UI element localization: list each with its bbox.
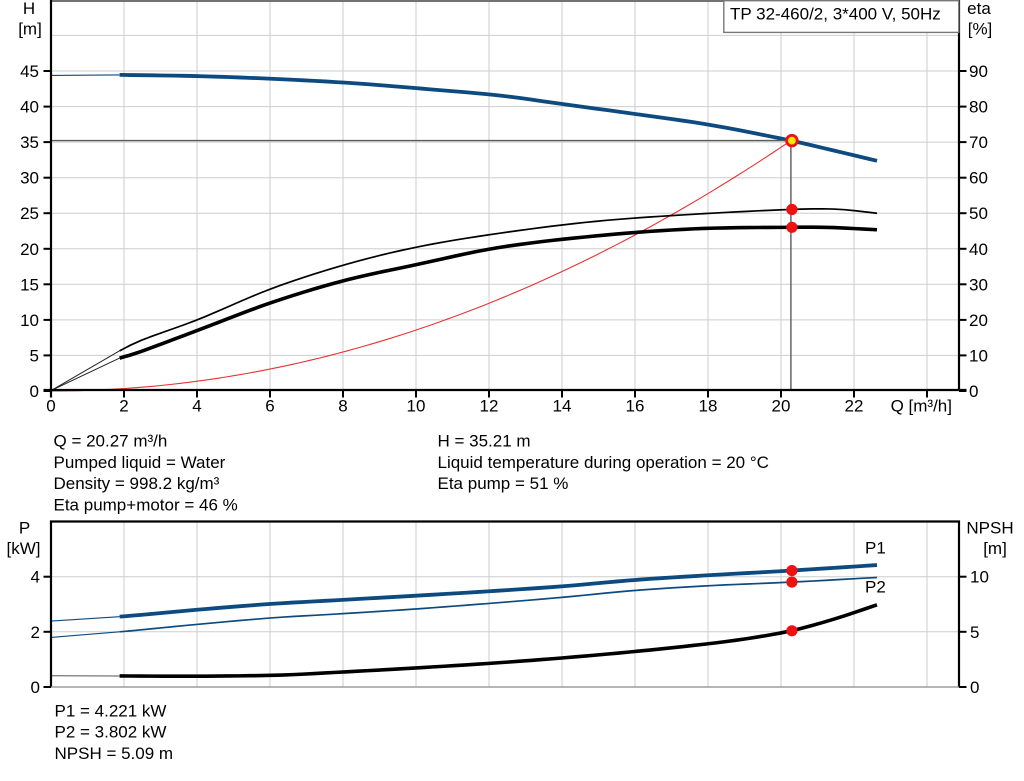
svg-text:Eta pump+motor = 46 %: Eta pump+motor = 46 %: [54, 495, 238, 514]
svg-text:Density = 998.2 kg/m³: Density = 998.2 kg/m³: [54, 474, 220, 493]
svg-text:35: 35: [20, 133, 39, 152]
svg-text:Liquid temperature during oper: Liquid temperature during operation = 20…: [438, 453, 769, 472]
svg-text:0: 0: [969, 382, 978, 401]
svg-text:20: 20: [20, 240, 39, 259]
svg-text:TP 32-460/2, 3*400 V, 50Hz: TP 32-460/2, 3*400 V, 50Hz: [730, 4, 941, 23]
svg-text:10: 10: [970, 568, 989, 587]
svg-text:15: 15: [20, 275, 39, 294]
svg-text:70: 70: [969, 133, 988, 152]
svg-text:0: 0: [30, 382, 39, 401]
svg-text:[kW]: [kW]: [7, 539, 41, 558]
svg-text:90: 90: [969, 62, 988, 81]
svg-text:2: 2: [119, 397, 128, 416]
svg-text:0: 0: [31, 678, 40, 697]
svg-text:H: H: [23, 0, 35, 18]
svg-text:40: 40: [20, 98, 39, 117]
svg-text:Pumped liquid = Water: Pumped liquid = Water: [54, 453, 226, 472]
svg-text:40: 40: [969, 240, 988, 259]
svg-text:10: 10: [407, 397, 426, 416]
svg-text:20: 20: [772, 397, 791, 416]
svg-text:16: 16: [626, 397, 645, 416]
svg-text:Q [m³/h]: Q [m³/h]: [891, 397, 952, 416]
svg-text:12: 12: [480, 397, 499, 416]
svg-text:NPSH = 5.09 m: NPSH = 5.09 m: [55, 744, 174, 763]
svg-text:2: 2: [31, 623, 40, 642]
svg-text:80: 80: [969, 98, 988, 117]
svg-text:P1 = 4.221 kW: P1 = 4.221 kW: [55, 701, 167, 720]
svg-text:45: 45: [20, 62, 39, 81]
svg-text:P2: P2: [865, 578, 886, 597]
svg-text:6: 6: [265, 397, 274, 416]
svg-text:30: 30: [969, 275, 988, 294]
svg-text:[m]: [m]: [18, 20, 42, 39]
svg-text:P2 = 3.802 kW: P2 = 3.802 kW: [55, 723, 167, 742]
svg-text:0: 0: [970, 678, 979, 697]
svg-text:22: 22: [845, 397, 864, 416]
svg-text:10: 10: [969, 346, 988, 365]
svg-text:4: 4: [192, 397, 201, 416]
svg-text:30: 30: [20, 169, 39, 188]
svg-text:14: 14: [553, 397, 572, 416]
svg-text:Q = 20.27 m³/h: Q = 20.27 m³/h: [54, 432, 168, 451]
svg-text:P: P: [19, 519, 30, 538]
svg-text:eta: eta: [967, 0, 991, 18]
svg-text:[m]: [m]: [983, 539, 1007, 558]
svg-text:50: 50: [969, 204, 988, 223]
svg-text:8: 8: [338, 397, 347, 416]
svg-text:Eta pump = 51 %: Eta pump = 51 %: [438, 474, 569, 493]
svg-text:5: 5: [30, 346, 39, 365]
svg-text:H = 35.21 m: H = 35.21 m: [438, 432, 531, 451]
svg-text:NPSH: NPSH: [966, 519, 1013, 538]
svg-text:[%]: [%]: [968, 20, 993, 39]
svg-text:20: 20: [969, 311, 988, 330]
svg-text:25: 25: [20, 204, 39, 223]
svg-text:60: 60: [969, 169, 988, 188]
svg-text:0: 0: [46, 397, 55, 416]
svg-text:5: 5: [970, 623, 979, 642]
svg-text:P1: P1: [865, 539, 886, 558]
svg-text:4: 4: [31, 568, 40, 587]
svg-text:10: 10: [20, 311, 39, 330]
svg-text:18: 18: [699, 397, 718, 416]
